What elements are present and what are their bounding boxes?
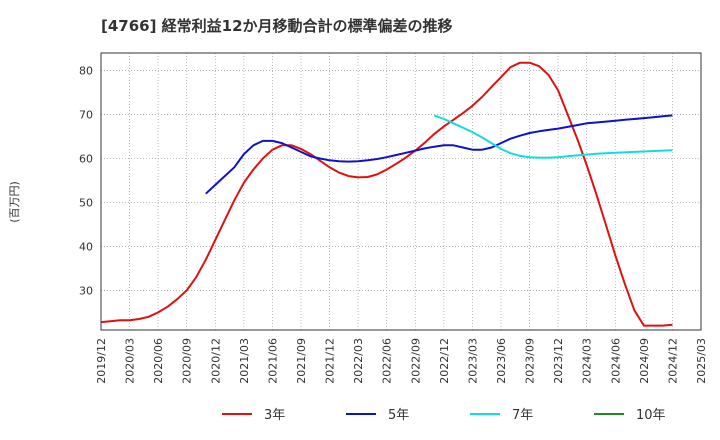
x-tick-label: 2021/06: [266, 338, 279, 384]
legend-label-1: 3年: [264, 408, 285, 423]
legend: 3年 5年 7年 10年: [222, 408, 666, 423]
x-tick-label: 2023/09: [524, 338, 537, 384]
y-tick-label: 40: [79, 240, 93, 253]
plot-frame: [100, 52, 702, 331]
x-tick-label: 2024/03: [581, 338, 594, 384]
x-tick-label: 2024/12: [666, 338, 679, 384]
y-tick-label: 30: [79, 284, 93, 297]
x-tick-label: 2019/12: [95, 338, 108, 384]
x-tick-label: 2023/03: [466, 338, 479, 384]
legend-label-2: 5年: [388, 408, 409, 423]
y-tick-label: 70: [79, 109, 93, 122]
x-tick-label: 2024/06: [609, 338, 622, 384]
x-tick-label: 2020/03: [124, 338, 137, 384]
y-tick-label: 80: [79, 65, 93, 78]
x-tick-label: 2021/12: [324, 338, 337, 384]
x-tick-label: 2020/12: [209, 338, 222, 384]
x-tick-label: 2022/06: [381, 338, 394, 384]
y-tick-label: 60: [79, 153, 93, 166]
y-axis-label: (百万円): [8, 181, 21, 223]
x-tick-label: 2021/09: [295, 338, 308, 384]
plot-area: 30 40 50 60 70 80 2019/12 2020/03 2020/06 2020/09…: [79, 52, 708, 384]
series-line-3: [433, 114, 673, 159]
series-line-1: [100, 61, 673, 327]
x-tick-label: 2022/03: [352, 338, 365, 384]
y-tick-label: 50: [79, 196, 93, 209]
x-tick-label: 2020/09: [181, 338, 194, 384]
x-tick-label: 2021/03: [238, 338, 251, 384]
x-tick-label: 2023/12: [552, 338, 565, 384]
x-tick-label: 2025/03: [695, 338, 708, 384]
chart-title: [4766] 経常利益12か月移動合計の標準偏差の推移: [101, 17, 453, 35]
legend-label-3: 7年: [512, 408, 533, 423]
x-tick-label: 2020/06: [152, 338, 165, 384]
x-tick-label: 2022/12: [438, 338, 451, 384]
x-tick-label: 2023/06: [495, 338, 508, 384]
series-line-2: [205, 114, 673, 195]
x-tick-label: 2024/09: [638, 338, 651, 384]
x-tick-label: 2022/09: [409, 338, 422, 384]
legend-label-4: 10年: [636, 408, 666, 423]
